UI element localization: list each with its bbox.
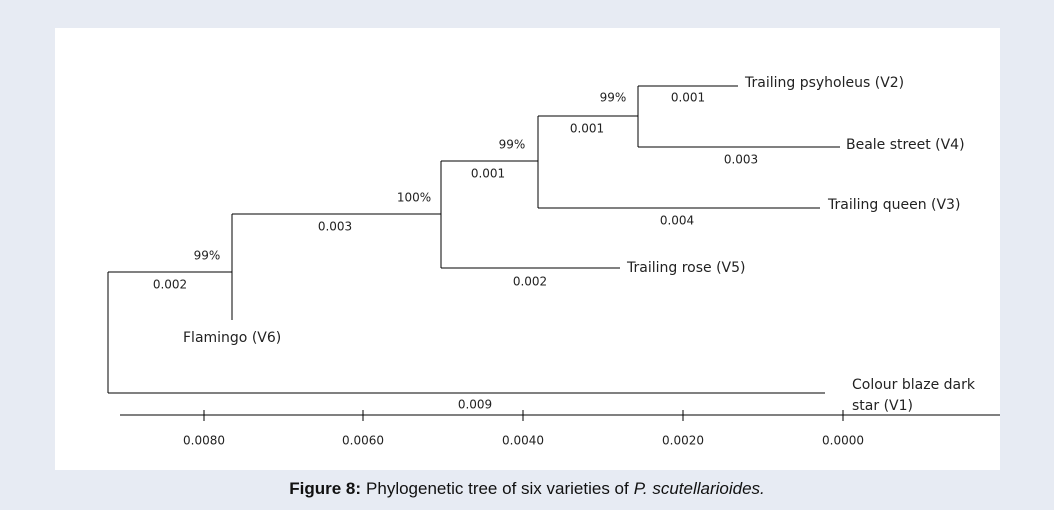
tree-diagram: Trailing psyholeus (V2) Beale street (V4… <box>107 75 1000 448</box>
branch-length: 0.001 <box>471 167 505 181</box>
branch-length: 0.004 <box>660 214 694 228</box>
support-value: 100% <box>397 191 431 205</box>
tree-branches <box>107 85 840 394</box>
caption-text: Phylogenetic tree of six varieties of <box>366 479 629 498</box>
axis-tick-label: 0.0020 <box>662 434 704 448</box>
support-value: 99% <box>499 138 526 152</box>
leaf-label: Trailing rose (V5) <box>626 260 746 276</box>
support-value: 99% <box>194 249 221 263</box>
axis-tick-label: 0.0000 <box>822 434 864 448</box>
branch-length: 0.001 <box>570 122 604 136</box>
leaf-label: Trailing queen (V3) <box>827 197 960 213</box>
axis-tick-label: 0.0040 <box>502 434 544 448</box>
support-value: 99% <box>600 91 627 105</box>
branch-length: 0.001 <box>671 91 705 105</box>
branch-length: 0.002 <box>513 275 547 289</box>
branch-length: 0.003 <box>724 153 758 167</box>
leaf-label: Colour blaze dark <box>852 377 976 393</box>
branch-length: 0.009 <box>458 398 492 412</box>
leaf-label: Trailing psyholeus (V2) <box>744 75 904 91</box>
figure-caption: Figure 8: Phylogenetic tree of six variet… <box>0 479 1054 499</box>
leaf-label: star (V1) <box>852 398 913 414</box>
axis-tick-label: 0.0080 <box>183 434 225 448</box>
scale-axis <box>120 410 1000 421</box>
caption-species: P. scutellarioides. <box>633 479 765 498</box>
leaf-label: Flamingo (V6) <box>183 330 281 346</box>
axis-tick-label: 0.0060 <box>342 434 384 448</box>
branch-length: 0.002 <box>153 278 187 292</box>
figure-panel <box>55 28 1000 470</box>
branch-length: 0.003 <box>318 220 352 234</box>
leaf-label: Beale street (V4) <box>846 137 965 153</box>
caption-label: Figure 8: <box>289 479 362 498</box>
